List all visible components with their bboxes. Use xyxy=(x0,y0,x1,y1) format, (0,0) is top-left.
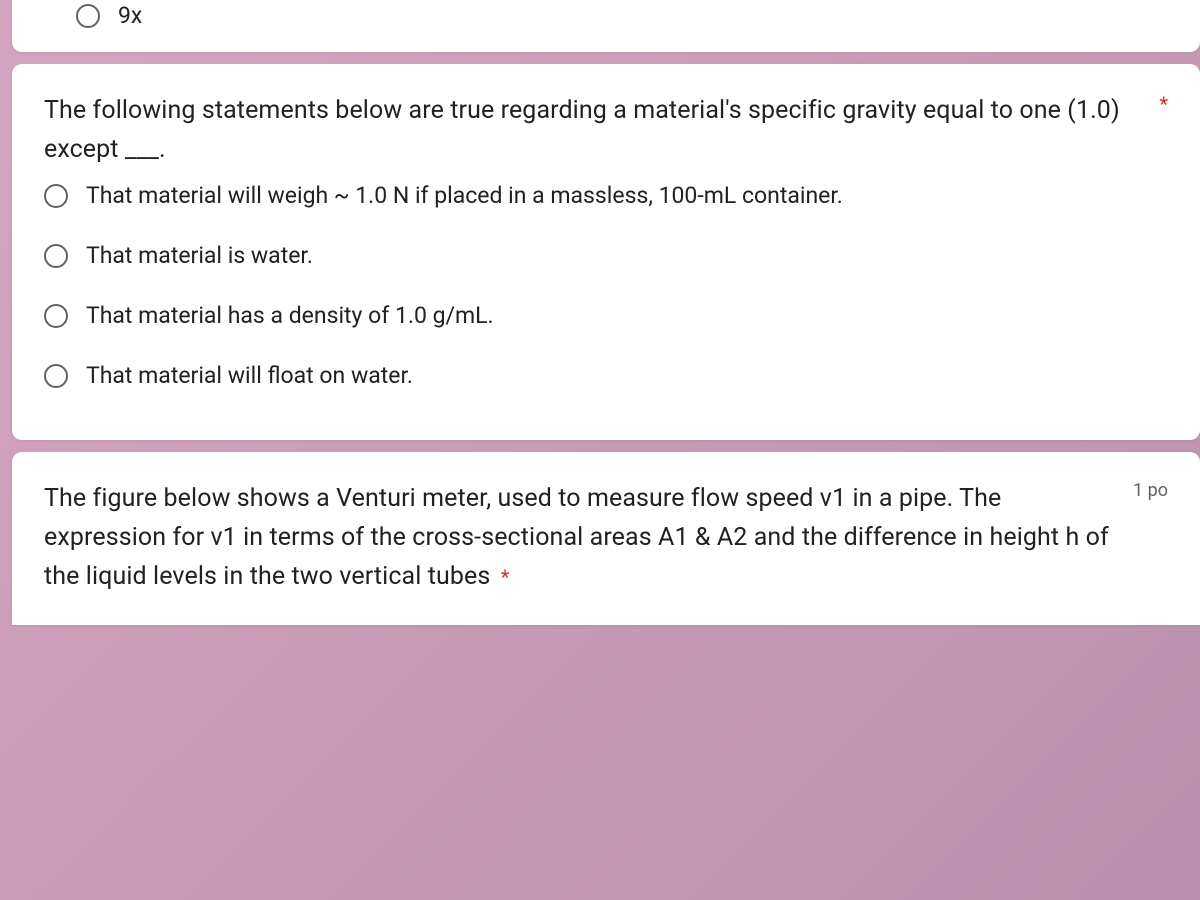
option-label: That material is water. xyxy=(86,240,313,272)
option-label: 9x xyxy=(118,0,142,32)
radio-circle-icon xyxy=(44,184,68,208)
question-text-content: The figure below shows a Venturi meter, … xyxy=(44,484,1109,591)
option-label: That material will weigh ~ 1.0 N if plac… xyxy=(86,180,843,212)
required-asterisk: * xyxy=(501,565,510,589)
options-group: That material will weigh ~ 1.0 N if plac… xyxy=(44,180,1168,393)
question-text: The figure below shows a Venturi meter, … xyxy=(44,480,1119,596)
question-text: The following statements below are true … xyxy=(44,92,1149,170)
radio-option-2[interactable]: That material is water. xyxy=(44,240,1168,272)
radio-circle-icon xyxy=(44,244,68,268)
option-label: That material will float on water. xyxy=(86,360,413,392)
radio-circle-icon xyxy=(44,304,68,328)
option-label: That material has a density of 1.0 g/mL. xyxy=(86,300,494,332)
radio-option-3[interactable]: That material has a density of 1.0 g/mL. xyxy=(44,300,1168,332)
question-header-row: The following statements below are true … xyxy=(44,92,1168,170)
radio-option-4[interactable]: That material will float on water. xyxy=(44,360,1168,392)
radio-circle-icon xyxy=(44,364,68,388)
next-question-card: The figure below shows a Venturi meter, … xyxy=(12,452,1200,624)
points-label: 1 po xyxy=(1133,480,1168,501)
radio-option[interactable]: 9x xyxy=(44,0,1168,32)
radio-circle-icon xyxy=(76,4,100,28)
question-text-content: The following statements below are true … xyxy=(44,96,1120,164)
question-card-specific-gravity: The following statements below are true … xyxy=(12,64,1200,440)
question-header-row: The figure below shows a Venturi meter, … xyxy=(44,480,1168,596)
radio-option-1[interactable]: That material will weigh ~ 1.0 N if plac… xyxy=(44,180,1168,212)
previous-question-card: 9x xyxy=(12,0,1200,52)
required-asterisk: * xyxy=(1159,92,1168,116)
